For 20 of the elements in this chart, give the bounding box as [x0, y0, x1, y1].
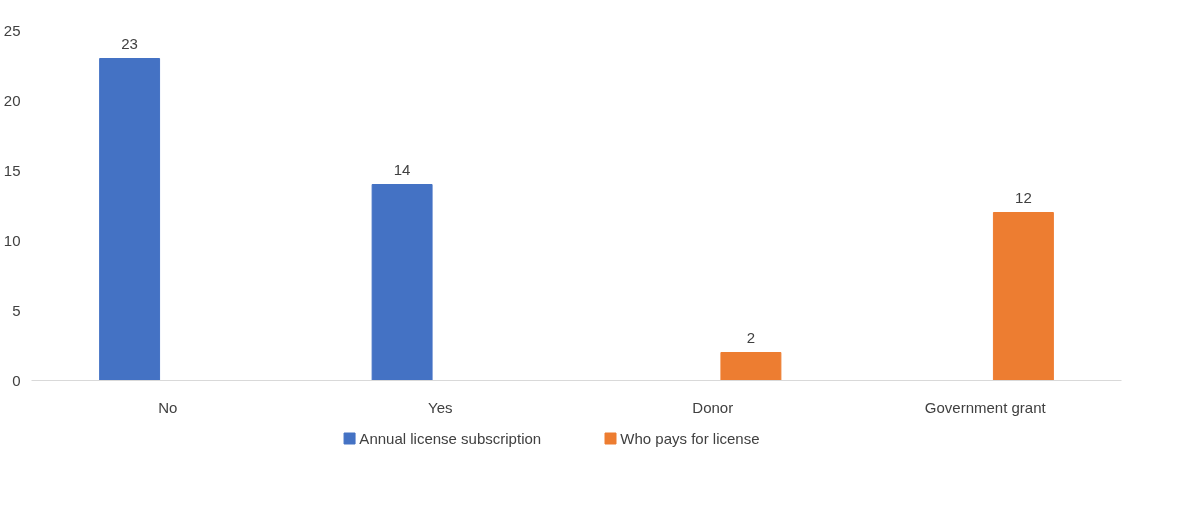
data-label: 2: [746, 328, 756, 346]
legend-label: Who pays for license: [620, 430, 760, 447]
y-tick-label: 10: [3, 231, 21, 249]
data-label: 23: [121, 34, 138, 52]
y-tick-label: 20: [3, 91, 21, 109]
bar: [720, 352, 782, 381]
legend-label: Annual license subscription: [359, 430, 542, 447]
x-tick-label: Donor: [692, 398, 734, 416]
x-tick-label: Government grant: [924, 398, 1047, 416]
x-tick-label: No: [158, 398, 178, 416]
y-tick-label: 5: [12, 301, 21, 319]
y-tick-label: 15: [3, 161, 21, 179]
bar: [99, 58, 161, 381]
bar: [371, 184, 433, 381]
y-tick-label: 25: [3, 21, 21, 39]
x-tick-label: Yes: [428, 398, 453, 416]
data-label: 14: [393, 160, 411, 178]
data-label: 12: [1015, 188, 1032, 206]
y-tick-label: 0: [12, 371, 21, 389]
bar: [992, 212, 1054, 381]
